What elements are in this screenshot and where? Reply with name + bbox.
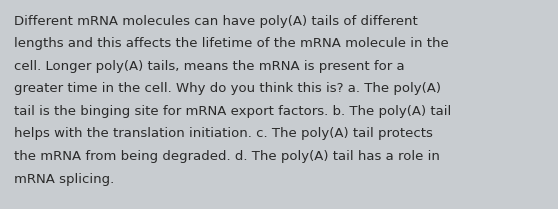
Text: cell. Longer poly(A) tails, means the mRNA is present for a: cell. Longer poly(A) tails, means the mR…	[14, 60, 405, 73]
Text: greater time in the cell. Why do you think this is? a. The poly(A): greater time in the cell. Why do you thi…	[14, 82, 441, 95]
Text: helps with the translation initiation. c. The poly(A) tail protects: helps with the translation initiation. c…	[14, 127, 433, 140]
Text: mRNA splicing.: mRNA splicing.	[14, 173, 114, 186]
Text: the mRNA from being degraded. d. The poly(A) tail has a role in: the mRNA from being degraded. d. The pol…	[14, 150, 440, 163]
Text: Different mRNA molecules can have poly(A) tails of different: Different mRNA molecules can have poly(A…	[14, 15, 418, 28]
Text: lengths and this affects the lifetime of the mRNA molecule in the: lengths and this affects the lifetime of…	[14, 37, 449, 50]
Text: tail is the binging site for mRNA export factors. b. The poly(A) tail: tail is the binging site for mRNA export…	[14, 105, 451, 118]
